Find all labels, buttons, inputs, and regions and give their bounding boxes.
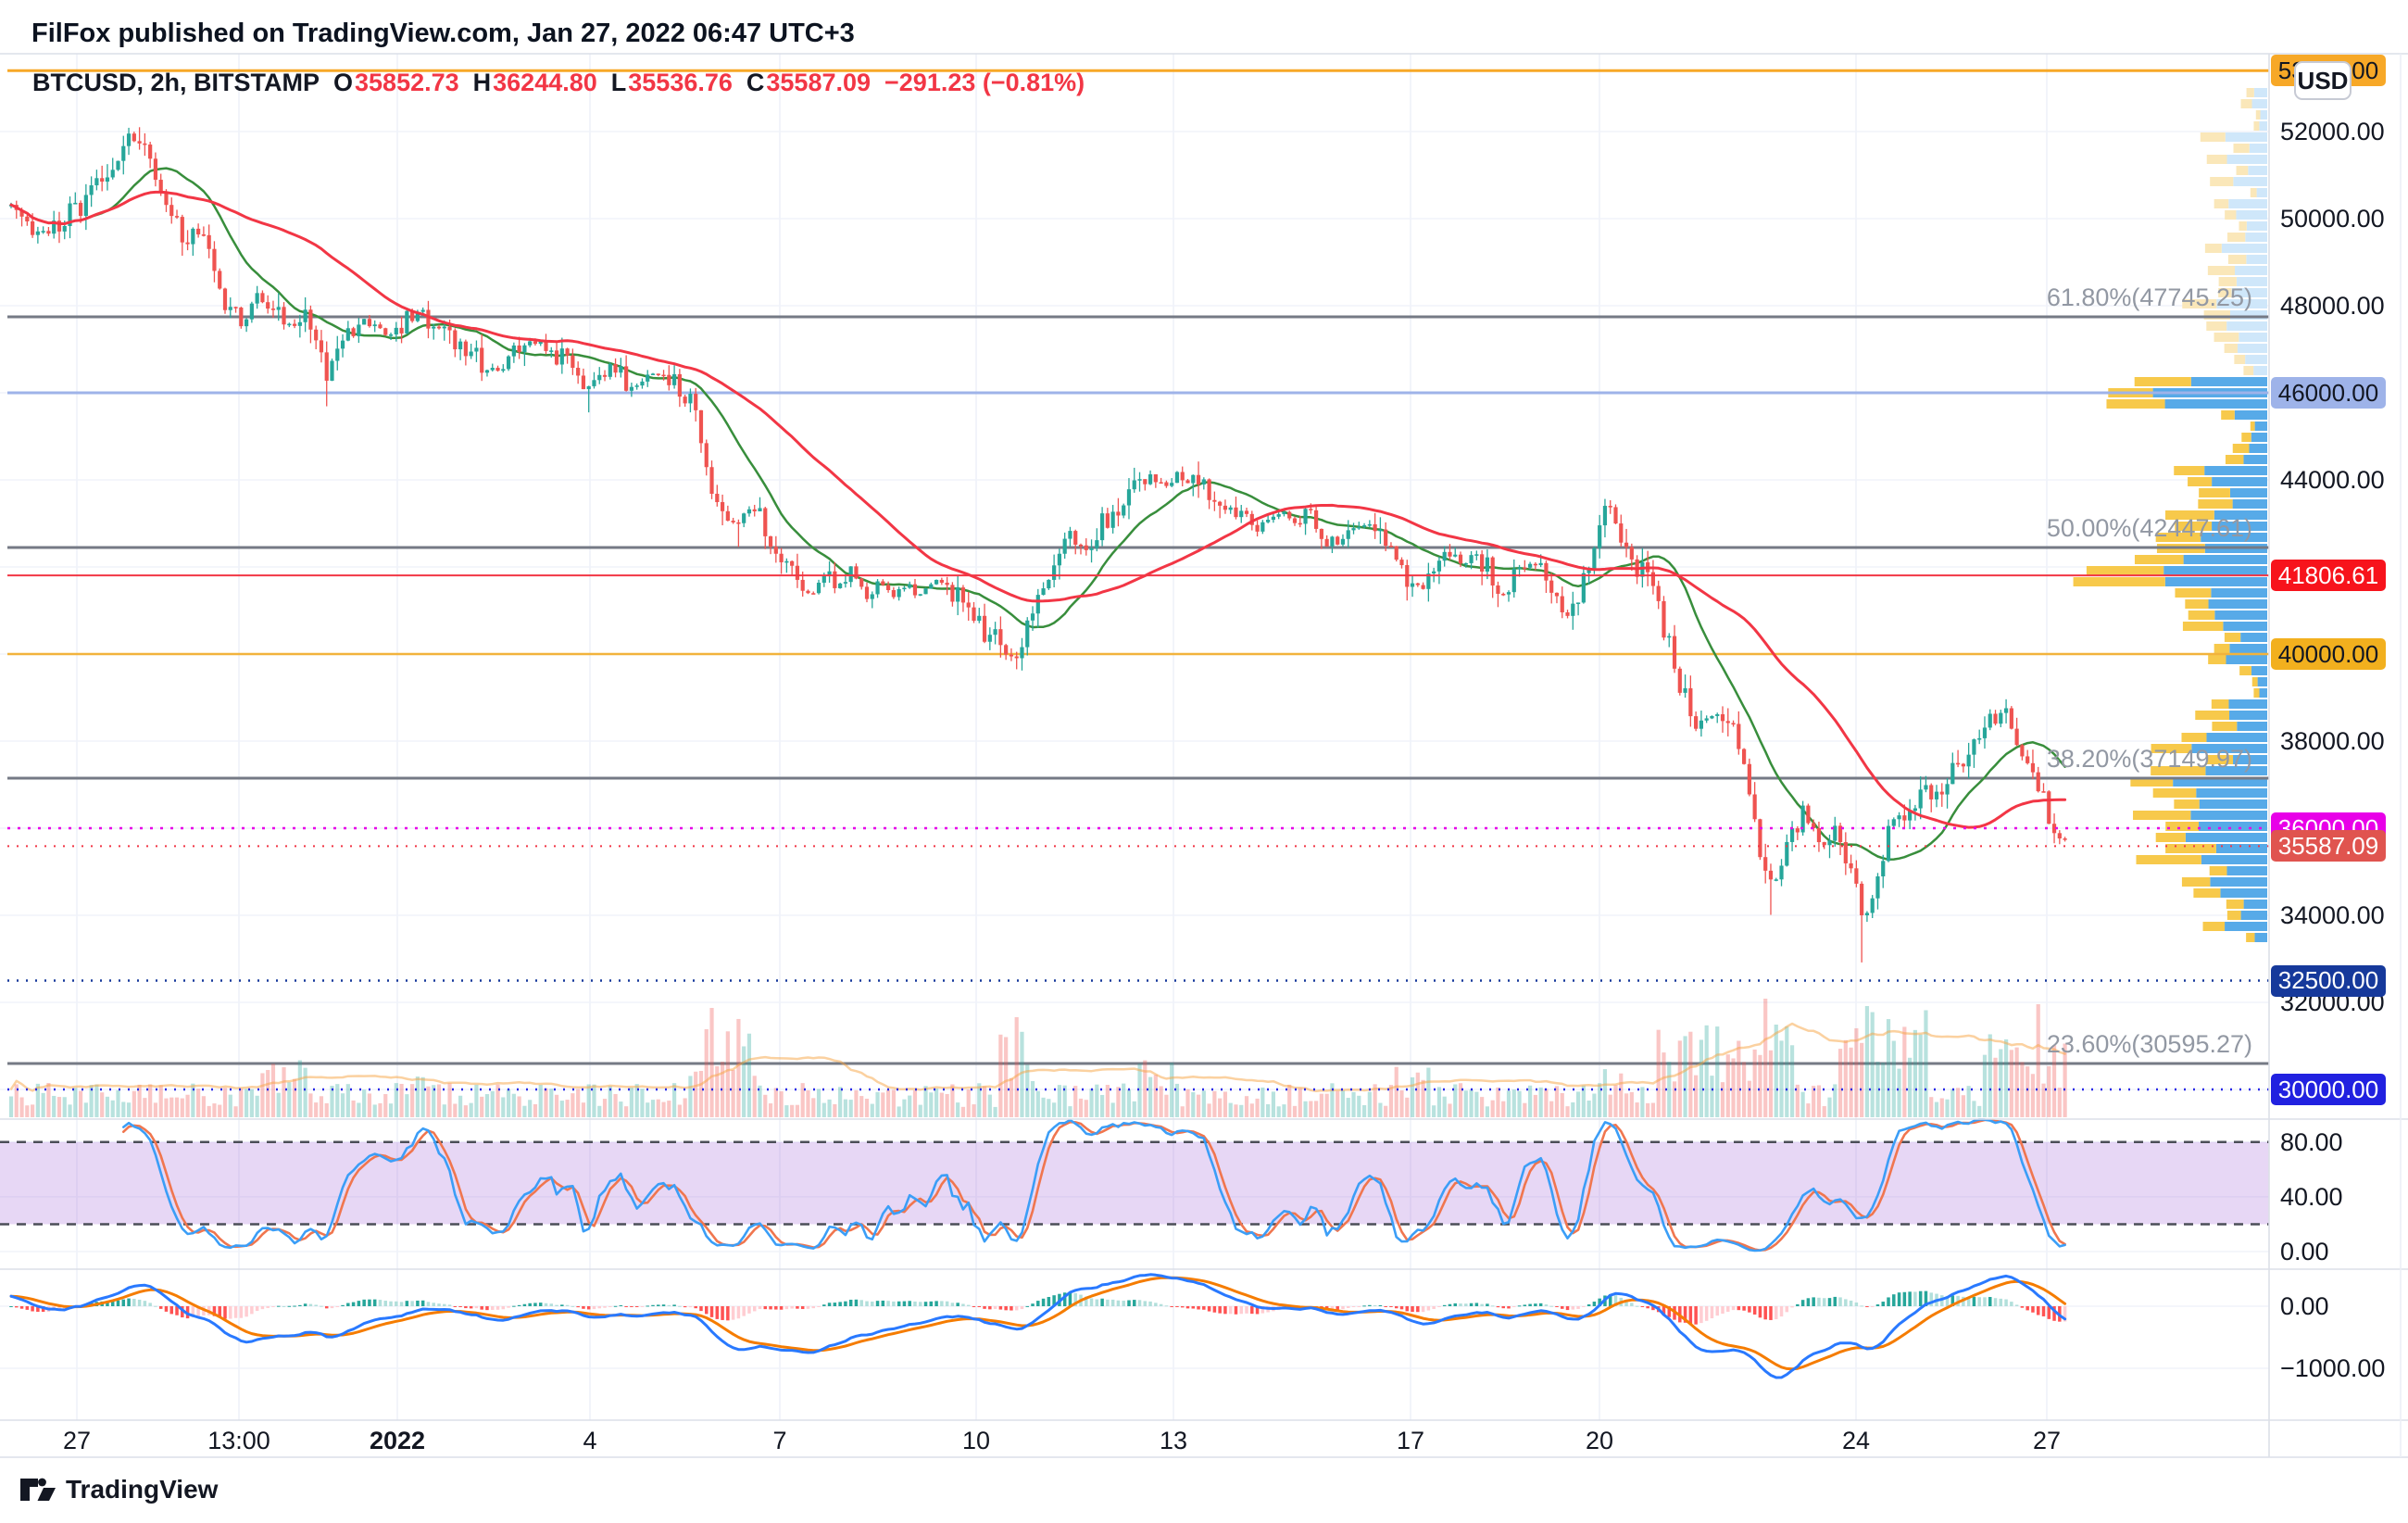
macd-tick: 0.00 [2280,1292,2329,1320]
x-tick: 13:00 [207,1427,270,1454]
price-pill: 46000.00 [2271,377,2386,409]
x-tick: 7 [772,1427,787,1454]
x-tick: 20 [1585,1427,1614,1454]
x-tick: 2022 [369,1427,426,1454]
price-pill: 32500.00 [2271,964,2386,997]
macd-tick: −1000.00 [2280,1354,2386,1382]
stoch-tick: 80.00 [2280,1127,2343,1156]
legend-open: O 35852.73 [333,69,459,96]
fib-label: 50.00%(42447.61) [2046,513,2252,542]
price-pill: 30000.00 [2271,1074,2386,1105]
legend-low: L 35536.76 [610,69,733,96]
price-pill-last: 35587.09 [2271,830,2386,862]
stoch-tick: 0.00 [2280,1238,2329,1265]
legend-change: −291.23 (−0.81%) [884,69,1085,96]
price-tick: 48000.00 [2280,292,2385,320]
stoch-tick: 40.00 [2280,1182,2343,1211]
x-tick: 10 [961,1427,991,1454]
fib-label: 23.60%(30595.27) [2046,1030,2252,1059]
symbol-interval-exchange: BTCUSD, 2h, BITSTAMP [32,69,320,96]
x-tick: 13 [1159,1427,1188,1454]
x-tick: 4 [583,1427,597,1454]
x-tick: 17 [1396,1427,1425,1454]
price-pill: 41806.61 [2271,560,2386,592]
x-tick: 27 [62,1427,92,1454]
published-header: FilFox published on TradingView.com, Jan… [31,19,855,48]
tradingview-footer[interactable]: TradingView [19,1475,218,1504]
x-tick: 24 [1841,1427,1871,1454]
price-tick: 38000.00 [2280,727,2385,755]
tradingview-brand-text: TradingView [66,1475,219,1504]
price-tick: 44000.00 [2280,466,2385,494]
price-tick: 52000.00 [2280,118,2385,145]
fib-label: 38.20%(37149.97) [2046,744,2252,773]
fib-label: 61.80%(47745.25) [2046,283,2252,311]
tradingview-logo-icon [20,1478,56,1501]
price-tick: 34000.00 [2280,901,2385,929]
x-tick: 27 [2032,1427,2062,1454]
currency-toggle-button[interactable]: USD [2294,61,2352,100]
price-tick: 50000.00 [2280,205,2385,233]
symbol-legend[interactable]: BTCUSD, 2h, BITSTAMP O 35852.73 H 36244.80… [32,69,1085,97]
price-pill: 40000.00 [2271,638,2386,670]
legend-close: C 35587.09 [746,69,872,96]
legend-high: H 36244.80 [472,69,597,96]
